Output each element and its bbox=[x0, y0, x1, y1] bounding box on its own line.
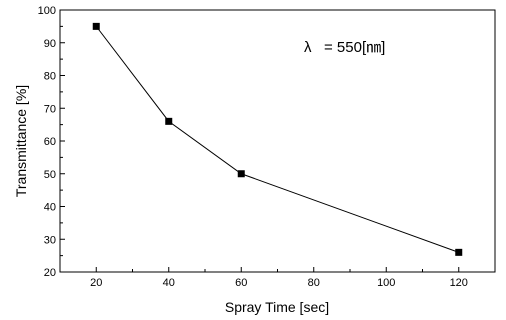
x-tick-label: 60 bbox=[235, 277, 247, 289]
x-tick-label: 80 bbox=[308, 277, 320, 289]
series-line bbox=[95, 26, 459, 253]
x-tick-label: 20 bbox=[90, 277, 102, 289]
y-tick-label: 90 bbox=[44, 38, 56, 50]
wavelength-annotation: = 550[㎚] bbox=[324, 39, 385, 56]
series-group bbox=[92, 22, 463, 256]
y-tick-label: 50 bbox=[44, 169, 56, 181]
y-axis-label: Transmittance [%] bbox=[13, 85, 29, 197]
x-tick-label: 120 bbox=[450, 277, 468, 289]
plot-area bbox=[59, 9, 496, 273]
y-tick-label: 40 bbox=[44, 202, 56, 214]
data-point bbox=[455, 248, 463, 256]
y-axis-ticks: 20 30 40 50 60 70 80 90 100 bbox=[38, 5, 65, 279]
data-point bbox=[237, 170, 245, 178]
x-axis-label: Spray Time [sec] bbox=[225, 299, 329, 315]
data-point bbox=[92, 22, 100, 30]
y-tick-label: 100 bbox=[38, 5, 56, 17]
x-tick-label: 100 bbox=[377, 277, 395, 289]
y-tick-label: 80 bbox=[44, 71, 56, 83]
x-tick-label: 40 bbox=[163, 277, 175, 289]
data-point bbox=[165, 117, 173, 125]
x-axis-ticks: 20 40 60 80 100 120 bbox=[59, 267, 496, 289]
y-tick-label: 30 bbox=[44, 234, 56, 246]
y-tick-label: 60 bbox=[44, 136, 56, 148]
wavelength-symbol: λ bbox=[304, 39, 312, 56]
y-tick-label: 70 bbox=[44, 103, 56, 115]
y-tick-label: 20 bbox=[44, 267, 56, 279]
